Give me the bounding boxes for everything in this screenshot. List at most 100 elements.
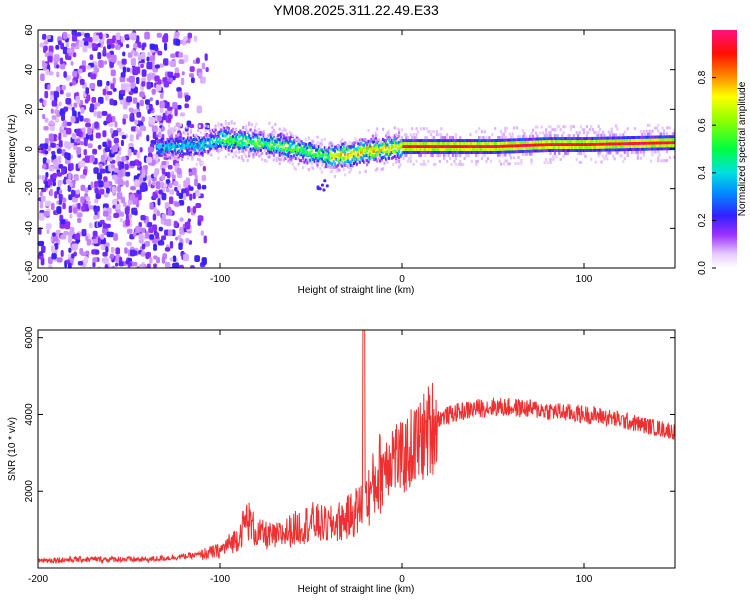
spectrogram-cell (612, 139, 615, 143)
spectrogram-cell (173, 137, 176, 141)
spectrogram-cell (396, 127, 399, 131)
spectrogram-cell (329, 141, 332, 145)
spectrogram-cell (319, 145, 322, 149)
spectrogram-cell (365, 146, 369, 150)
spectrogram-cell (178, 59, 185, 65)
spectrogram-cell (217, 122, 220, 126)
spectrogram-cell (246, 139, 249, 143)
spectrogram-cell (147, 109, 151, 115)
spectrogram-cell (52, 232, 56, 237)
spectrogram-cell (232, 135, 235, 139)
spectrogram-cell (479, 145, 482, 149)
spectrogram-cell (301, 157, 305, 161)
spectrogram-cell (345, 149, 348, 153)
spectrogram-cell (646, 123, 650, 127)
spectrogram-cell (521, 129, 524, 133)
spectrogram-cell (134, 179, 140, 188)
spectrogram-cell (622, 148, 625, 152)
spectrogram-cell (310, 146, 313, 150)
spectrogram-cell (373, 144, 376, 148)
spectrogram-cell (104, 60, 108, 65)
spectrogram-cell (671, 132, 674, 136)
spectrogram-cell (179, 145, 182, 149)
spectrogram-cell (181, 140, 184, 144)
spectrogram-cell (579, 146, 583, 150)
spectrogram-cell (593, 142, 596, 146)
spectrogram-cell (495, 141, 498, 145)
spectrogram-cell (597, 148, 600, 152)
spectrogram-cell (172, 131, 175, 135)
spectrogram-cell (89, 103, 94, 109)
spectrogram-cell (79, 174, 86, 179)
spectrogram-cell (514, 147, 517, 151)
spectrogram-cell (230, 130, 233, 134)
spectrogram-cell (316, 148, 319, 152)
spectrogram-cell (463, 142, 466, 146)
spectrogram-cell (185, 147, 188, 151)
spectrogram-cell (581, 146, 584, 150)
spectrogram-cell (563, 149, 567, 152)
spectrogram-cell (668, 144, 672, 148)
spectrogram-cell (237, 132, 241, 136)
spectrogram-cell (347, 145, 350, 149)
spectrogram-cell (443, 150, 446, 154)
spectrogram-cell (182, 192, 187, 201)
spectrogram-cell (479, 142, 482, 146)
spectrogram-cell (543, 137, 546, 141)
spectrogram-cell (69, 213, 73, 219)
spectrogram-cell (443, 136, 446, 140)
spectrogram-cell (186, 132, 190, 136)
spectrogram-cell (613, 145, 616, 149)
spectrogram-cell (483, 153, 487, 157)
spectrogram-cell (202, 141, 206, 145)
spectrogram-cell (121, 134, 127, 140)
spectrogram-cell (530, 134, 533, 138)
spectrogram-cell (285, 153, 289, 157)
spectrogram-cell (55, 86, 61, 92)
spectrogram-cell (234, 135, 238, 139)
spectrogram-cell (307, 158, 310, 162)
spectrogram-cell (351, 150, 354, 154)
spectrogram-cell (284, 136, 287, 140)
spectrogram-cell (510, 138, 513, 142)
spectrogram-cell (354, 147, 357, 151)
spectrogram-cell (170, 61, 177, 68)
spectrogram-cell (581, 137, 584, 141)
spectrogram-cell (470, 142, 473, 146)
spectrogram-cell (156, 140, 159, 144)
spectrogram-cell (473, 150, 476, 154)
spectrogram-cell (217, 132, 220, 136)
spectrogram-cell (149, 117, 156, 125)
spectrogram-cell (64, 221, 71, 230)
spectrogram-cell (469, 142, 472, 146)
spectrogram-cell (601, 154, 605, 158)
spectrogram-cell (102, 46, 107, 54)
spectrogram-cell (540, 146, 543, 150)
spectrogram-cell (578, 146, 581, 150)
spectrogram-cell (224, 119, 227, 123)
spectrogram-cell (252, 155, 255, 159)
spectrogram-cell (313, 154, 316, 158)
spectrogram-cell (323, 158, 326, 162)
spectrogram-cell (486, 142, 490, 146)
spectrogram-cell (269, 147, 273, 151)
spectrogram-cell (320, 163, 324, 167)
spectrogram-cell (220, 123, 223, 127)
spectrogram-cell (351, 145, 354, 149)
y-tick-label: 4000 (24, 403, 35, 426)
spectrogram-cell (215, 136, 219, 140)
spectrogram-cell (427, 130, 430, 134)
spectrogram-cell (309, 141, 312, 145)
spectrogram-cell (309, 146, 312, 150)
spectrogram-cell (102, 33, 107, 39)
spectrogram-cell (629, 136, 632, 140)
spectrogram-cell (45, 223, 52, 230)
spectrogram-cell (460, 162, 463, 166)
spectrogram-cell (549, 131, 552, 135)
spectrogram-cell (395, 143, 398, 147)
spectrogram-cell (530, 146, 533, 150)
spectrogram-cell (242, 146, 245, 150)
spectrogram-cell (309, 150, 312, 154)
spectrogram-cell (489, 142, 492, 146)
spectrogram-cell (281, 154, 284, 158)
